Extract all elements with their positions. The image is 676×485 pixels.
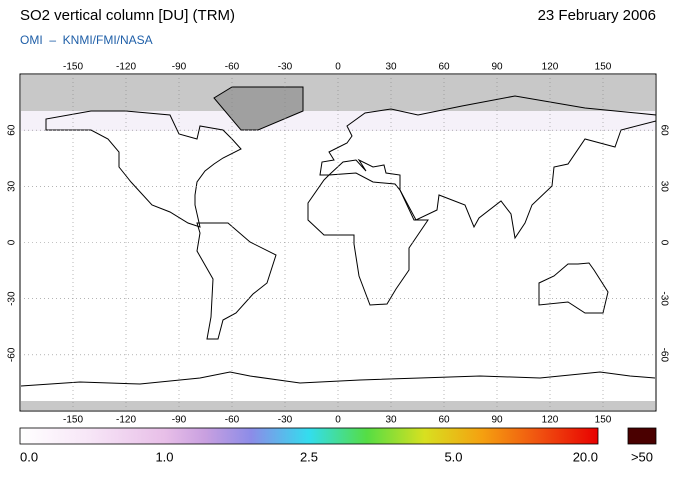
australia (538, 262, 609, 314)
lat-label-left: -60 (7, 347, 18, 362)
lat-label-right: 30 (658, 181, 669, 193)
map (19, 73, 657, 412)
lon-label-bottom: -90 (172, 415, 187, 426)
lon-label-bottom: -30 (278, 415, 293, 426)
lon-label-top: 60 (438, 62, 450, 73)
lon-label-bottom: 120 (542, 415, 559, 426)
lon-label-top: 0 (335, 62, 341, 73)
polar-night-north (21, 75, 655, 111)
lon-label-top: 90 (491, 62, 503, 73)
lon-label-top: 120 (542, 62, 559, 73)
lon-label-bottom: 90 (491, 415, 503, 426)
lat-label-right: -30 (658, 291, 669, 306)
colorbar: >50 (19, 427, 657, 464)
colorbar-label: 20.0 (573, 449, 598, 464)
lon-label-top: -90 (172, 62, 187, 73)
colorbar-gradient (19, 427, 599, 445)
overflow-label: >50 (631, 449, 653, 464)
subtitle: OMI – KNMI/FMI/NASA (20, 33, 153, 47)
lon-label-top: -120 (116, 62, 136, 73)
lon-label-bottom: -120 (116, 415, 136, 426)
lon-label-bottom: -60 (225, 415, 240, 426)
lat-label-left: 30 (7, 180, 18, 192)
lon-label-top: 150 (595, 62, 612, 73)
polar-night-south (21, 401, 655, 410)
antarctica (20, 371, 656, 387)
lon-label-bottom: 30 (385, 415, 397, 426)
lon-label-top: -150 (63, 62, 83, 73)
lat-label-right: 0 (658, 240, 669, 246)
lon-label-bottom: 150 (595, 415, 612, 426)
lat-label-left: -30 (7, 291, 18, 306)
colorbar-label: 0.0 (20, 449, 38, 464)
colorbar-label: 1.0 (155, 449, 173, 464)
lon-label-bottom: 0 (335, 415, 341, 426)
lat-label-right: -60 (658, 348, 669, 363)
lat-label-left: 0 (7, 239, 18, 245)
colorbar-overflow (627, 427, 657, 445)
eurasia (319, 95, 657, 240)
lon-label-top: 30 (385, 62, 397, 73)
colorbar-label: 5.0 (444, 449, 462, 464)
lon-label-top: -30 (278, 62, 293, 73)
south-america (196, 222, 277, 340)
lon-label-top: -60 (225, 62, 240, 73)
greenland (213, 86, 304, 131)
lat-label-right: 60 (658, 125, 669, 137)
colorbar-label: 2.5 (300, 449, 318, 464)
date: 23 February 2006 (538, 7, 656, 24)
lat-label-left: 60 (7, 124, 18, 136)
noise-band (21, 111, 655, 131)
north-america (45, 110, 242, 228)
title: SO2 vertical column [DU] (TRM) (20, 7, 235, 24)
lon-label-bottom: -150 (63, 415, 83, 426)
lon-label-bottom: 60 (438, 415, 450, 426)
